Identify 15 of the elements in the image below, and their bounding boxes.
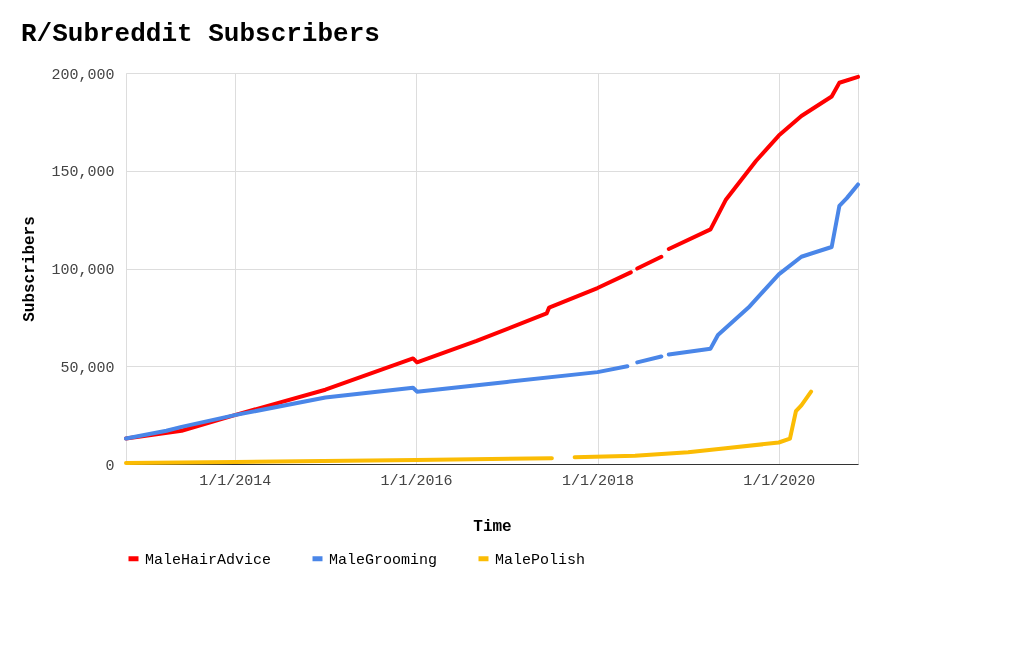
legend-label: MaleHairAdvice [145,551,272,569]
legend-label: MaleGrooming [329,551,438,569]
y-tick-label: 100,000 [51,262,115,279]
x-tick-label: 1/1/2016 [380,472,453,490]
y-tick-label: 0 [105,457,115,475]
legend-label: MalePolish [495,551,586,569]
x-axis-title: Time [473,517,512,536]
y-axis-title: Subscribers [21,216,40,322]
x-tick-label: 1/1/2018 [562,472,635,490]
y-tick-label: 200,000 [51,66,115,84]
y-tick-label: 150,000 [51,164,115,182]
x-tick-label: 1/1/2014 [199,472,272,490]
y-tick-label: 50,000 [60,359,115,377]
chart-title: R/Subreddit Subscribers [20,19,380,49]
x-tick-label: 1/1/2020 [743,472,816,490]
